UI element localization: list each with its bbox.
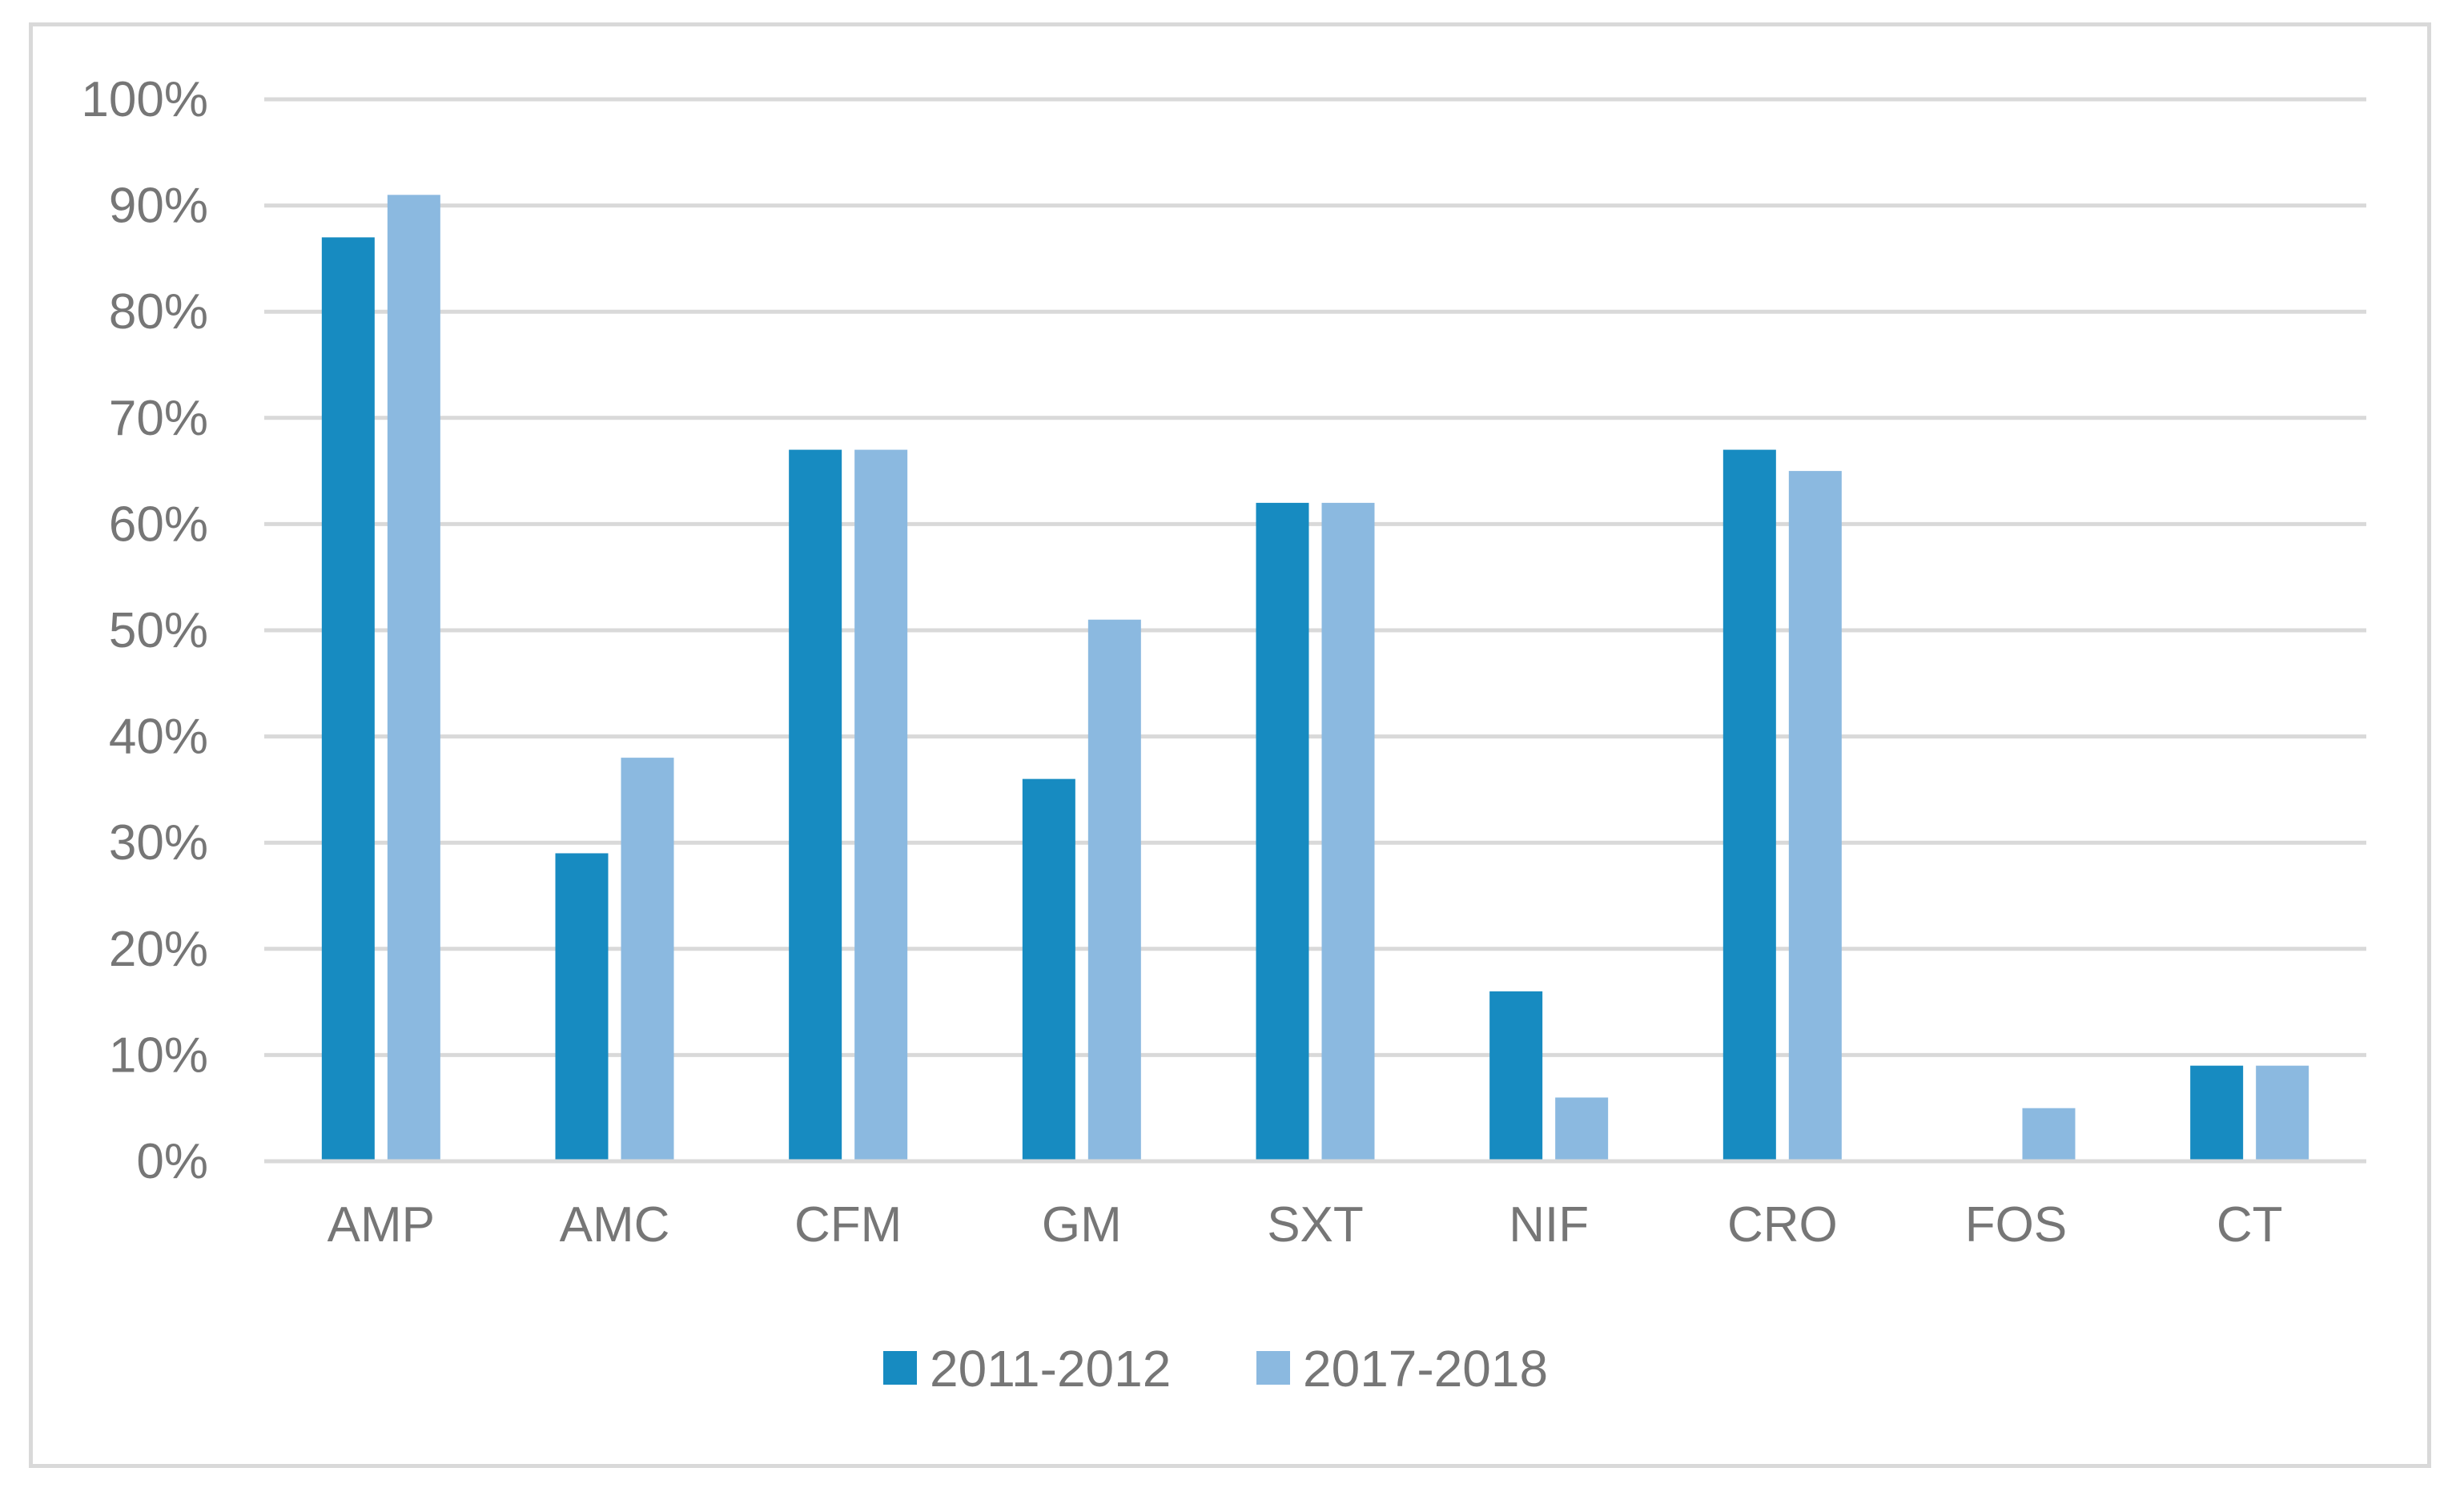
bar-cfm-2011-2012 [789, 449, 842, 1161]
y-tick-label: 90% [109, 179, 208, 234]
x-tick-label-ct: CT [2217, 1197, 2283, 1253]
bar-amc-2017-2018 [621, 758, 674, 1161]
x-tick-label-cro: CRO [1727, 1197, 1838, 1253]
legend-swatch [883, 1351, 917, 1385]
bar-amp-2011-2012 [321, 237, 375, 1161]
y-tick-label: 10% [109, 1027, 208, 1083]
bar-ct-2011-2012 [2190, 1065, 2244, 1161]
x-tick-label-cfm: CFM [794, 1197, 902, 1253]
bar-nif-2011-2012 [1489, 991, 1543, 1161]
bar-nif-2017-2018 [1555, 1097, 1609, 1161]
y-tick-label: 60% [109, 497, 208, 552]
bar-amc-2011-2012 [555, 853, 609, 1161]
y-tick-label: 100% [81, 72, 208, 127]
bar-cro-2011-2012 [1722, 449, 1776, 1161]
y-tick-label: 70% [109, 391, 208, 446]
legend-item-2017-2018: 2017-2018 [1256, 1340, 1548, 1397]
y-tick-label: 30% [109, 815, 208, 871]
x-tick-label-gm: GM [1042, 1197, 1122, 1253]
x-axis-tick-labels: AMP AMC CFM GM SXT NIF CRO FOS CT [328, 1197, 2283, 1253]
y-tick-label: 40% [109, 710, 208, 765]
bar-ct-2017-2018 [2256, 1065, 2309, 1161]
y-tick-label: 20% [109, 922, 208, 977]
bar-fos-2017-2018 [2022, 1108, 2076, 1161]
x-tick-label-sxt: SXT [1267, 1197, 1364, 1253]
legend: 2011-2012 2017-2018 [883, 1340, 1548, 1397]
y-tick-label: 50% [109, 603, 208, 658]
legend-label: 2017-2018 [1303, 1340, 1548, 1397]
bar-gm-2017-2018 [1087, 619, 1141, 1161]
bar-sxt-2017-2018 [1321, 502, 1375, 1161]
legend-item-2011-2012: 2011-2012 [883, 1340, 1171, 1397]
x-tick-label-fos: FOS [1965, 1197, 2067, 1253]
legend-swatch [1256, 1351, 1290, 1385]
bar-cro-2017-2018 [1788, 471, 1842, 1161]
bar-gm-2011-2012 [1022, 778, 1075, 1161]
y-tick-label: 0% [136, 1134, 208, 1189]
y-axis-tick-labels: 0% 10% 20% 30% 40% 50% 60% 70% 80% 90% 100% [81, 72, 208, 1189]
y-tick-label: 80% [109, 284, 208, 340]
bars [264, 195, 2366, 1164]
x-tick-label-amp: AMP [328, 1197, 435, 1253]
x-tick-label-amc: AMC [560, 1197, 670, 1253]
x-tick-label-nif: NIF [1509, 1197, 1589, 1253]
bar-sxt-2011-2012 [1256, 502, 1309, 1161]
bar-cfm-2017-2018 [854, 449, 908, 1161]
legend-label: 2011-2012 [930, 1340, 1171, 1397]
bar-amp-2017-2018 [387, 195, 440, 1162]
